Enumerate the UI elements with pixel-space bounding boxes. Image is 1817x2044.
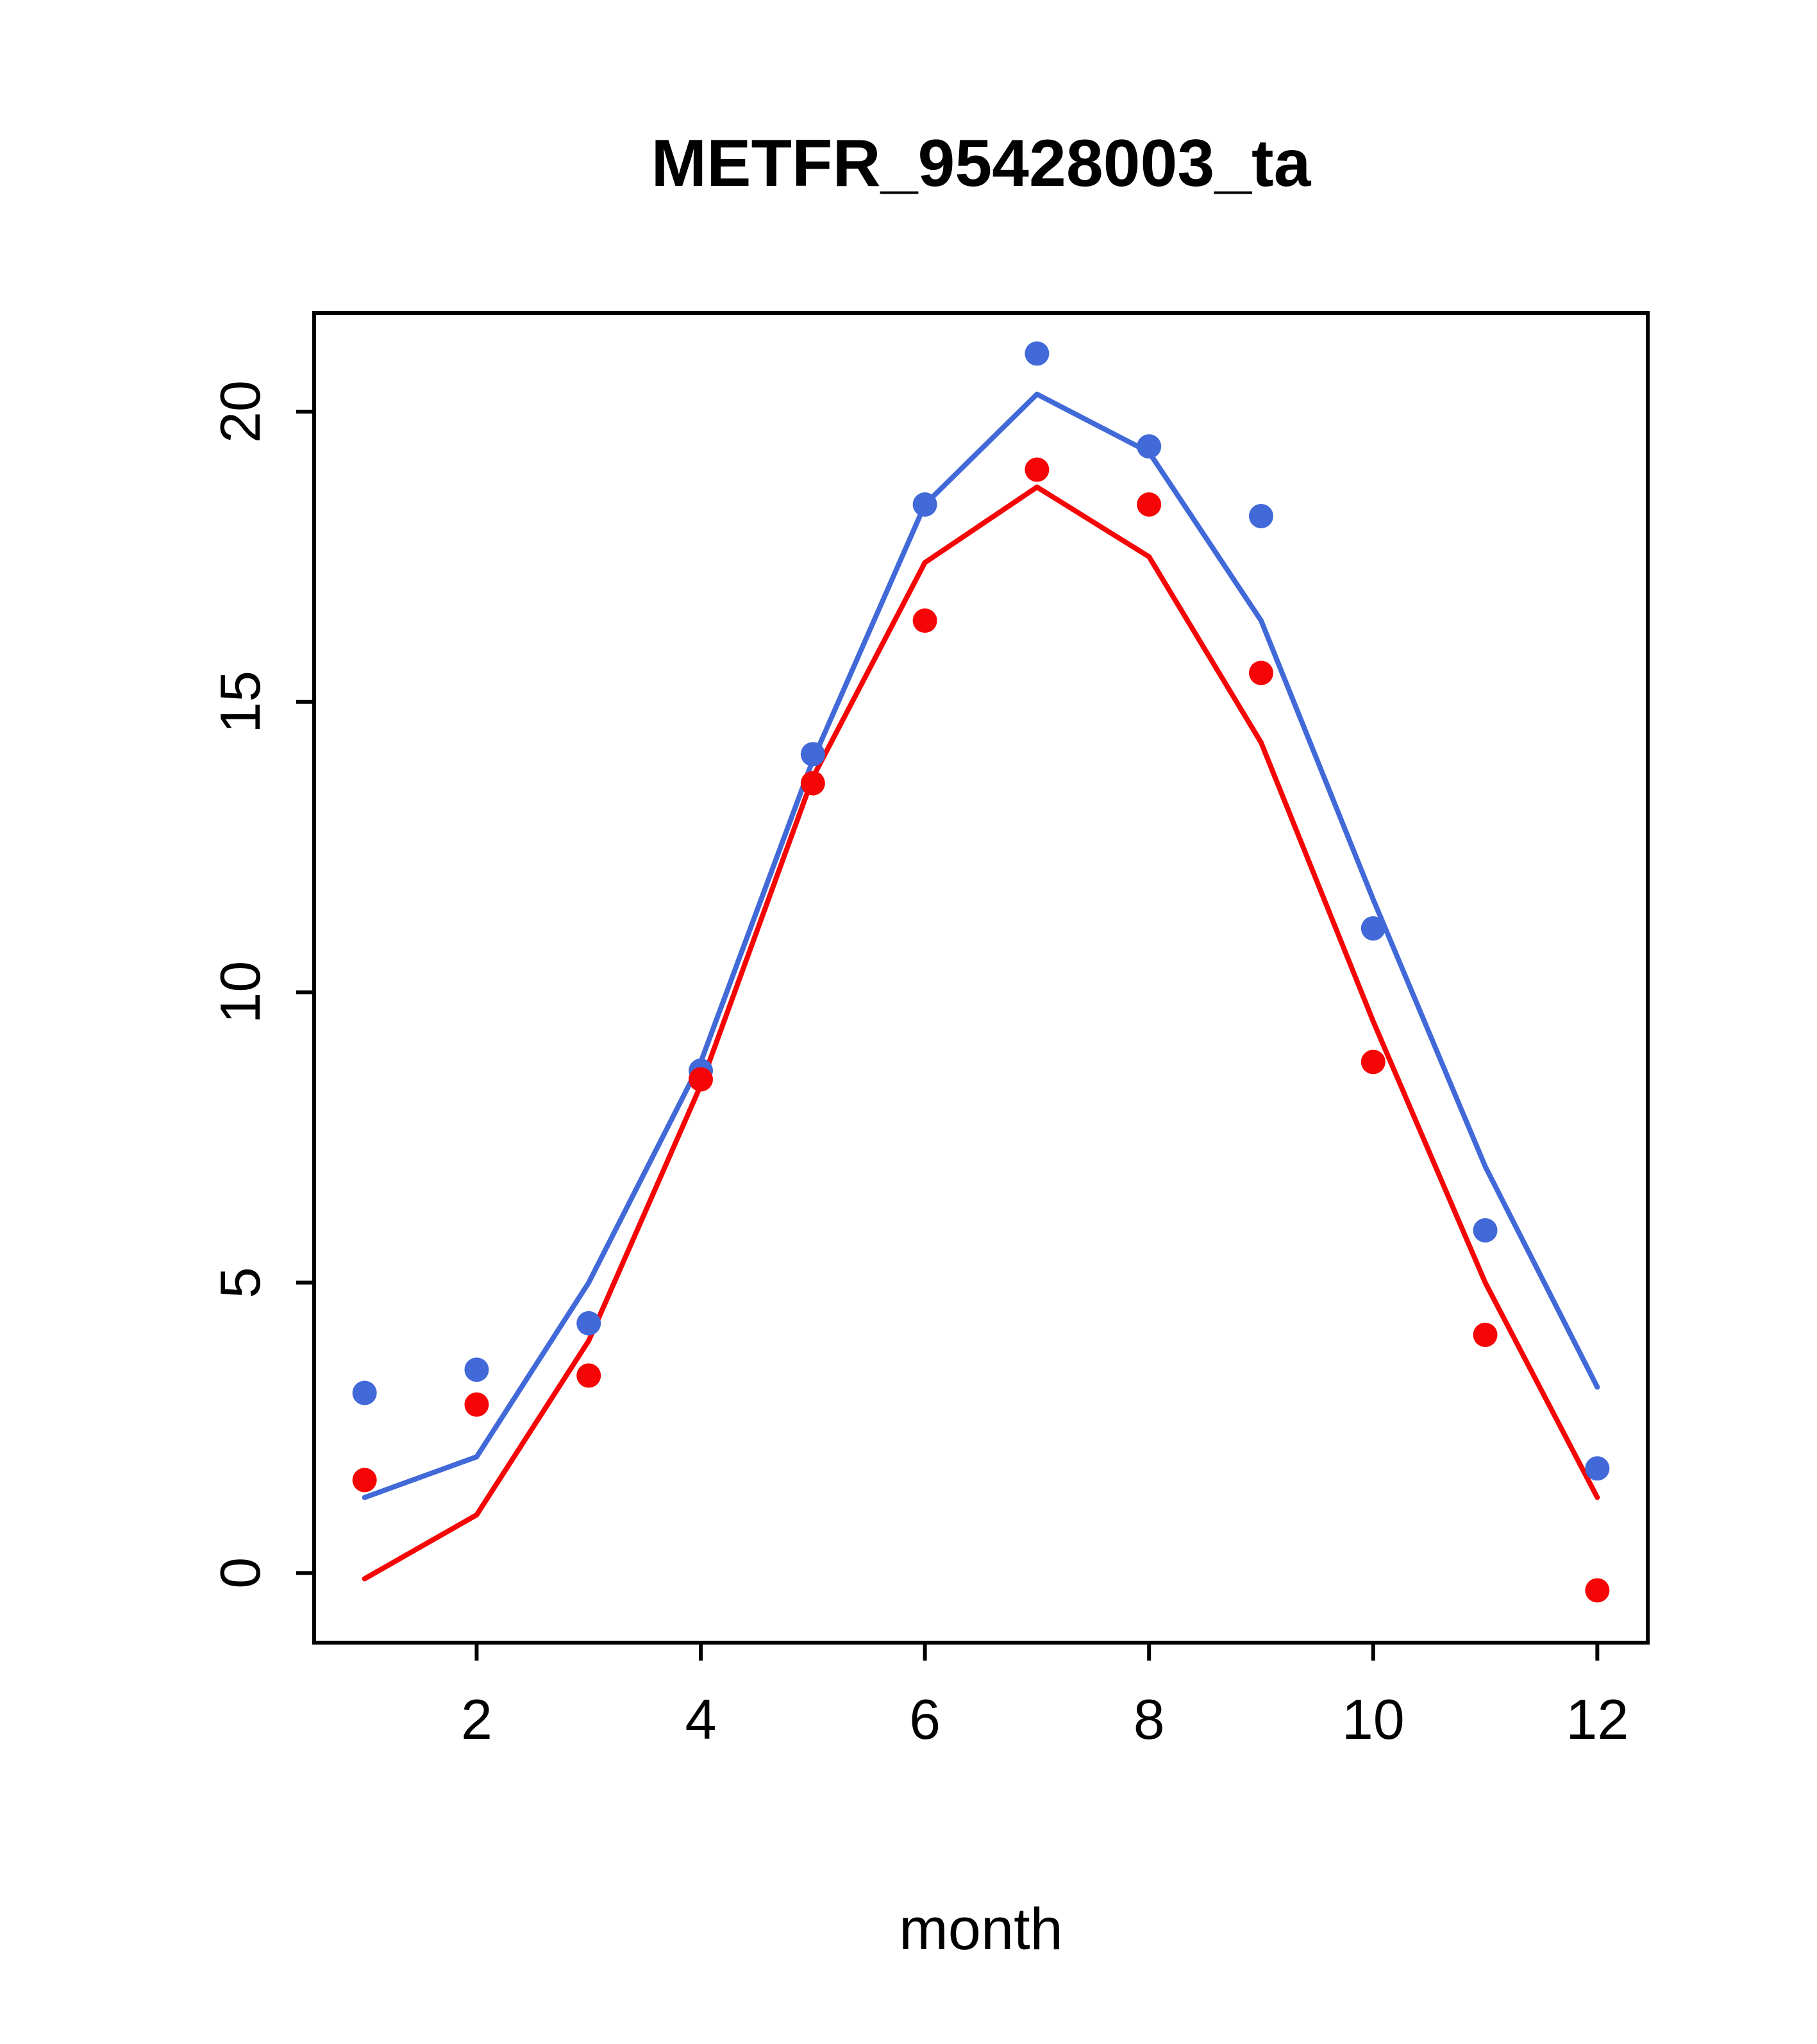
red-points-marker bbox=[1473, 1322, 1498, 1347]
plot-border bbox=[312, 311, 1650, 1645]
blue-points-marker bbox=[800, 742, 825, 767]
y-tick-label: 0 bbox=[208, 1557, 272, 1589]
blue-points-marker bbox=[1025, 341, 1050, 366]
blue-points-marker bbox=[1137, 434, 1162, 459]
red-points-marker bbox=[1137, 492, 1162, 517]
blue-points-marker bbox=[1585, 1456, 1610, 1481]
red-points-marker bbox=[912, 608, 937, 633]
data-points bbox=[352, 341, 1610, 1603]
red-points-marker bbox=[1585, 1578, 1610, 1603]
y-tick-label: 5 bbox=[208, 1267, 272, 1298]
blue-points-marker bbox=[1473, 1218, 1498, 1243]
red-points-marker bbox=[1361, 1050, 1386, 1075]
blue-points-marker bbox=[352, 1380, 377, 1405]
red-line bbox=[362, 484, 1600, 1582]
y-tick-label: 20 bbox=[208, 380, 272, 443]
x-axis-label: month bbox=[899, 1897, 1063, 1962]
x-tick-label: 12 bbox=[1566, 1688, 1629, 1751]
y-tick-label: 10 bbox=[208, 961, 272, 1024]
red-points-marker bbox=[352, 1468, 377, 1493]
blue-points-marker bbox=[912, 492, 937, 517]
red-points-marker bbox=[800, 771, 825, 796]
red-points-marker bbox=[689, 1067, 714, 1092]
red-points-marker bbox=[1248, 660, 1273, 685]
y-tick-label: 15 bbox=[208, 671, 272, 733]
x-tick-label: 8 bbox=[1134, 1688, 1165, 1751]
red-points-marker bbox=[576, 1363, 601, 1388]
blue-points-marker bbox=[576, 1311, 601, 1336]
blue-points-marker bbox=[1248, 503, 1273, 528]
x-tick-label: 10 bbox=[1342, 1688, 1405, 1751]
red-points-marker bbox=[464, 1392, 489, 1417]
x-tick-label: 4 bbox=[685, 1688, 717, 1751]
chart-title: METFR_95428003_ta bbox=[651, 126, 1311, 201]
red-points-marker bbox=[1025, 457, 1050, 482]
x-tick-label: 6 bbox=[909, 1688, 941, 1751]
data-lines bbox=[362, 391, 1600, 1582]
x-axis-ticks: 2 4 6 8 10 12 bbox=[461, 1643, 1629, 1751]
y-axis-ticks: 0 5 10 15 20 bbox=[208, 380, 314, 1589]
blue-points-marker bbox=[464, 1357, 489, 1382]
blue-line bbox=[362, 391, 1600, 1500]
x-tick-label: 2 bbox=[461, 1688, 492, 1751]
blue-points-marker bbox=[1361, 916, 1386, 941]
